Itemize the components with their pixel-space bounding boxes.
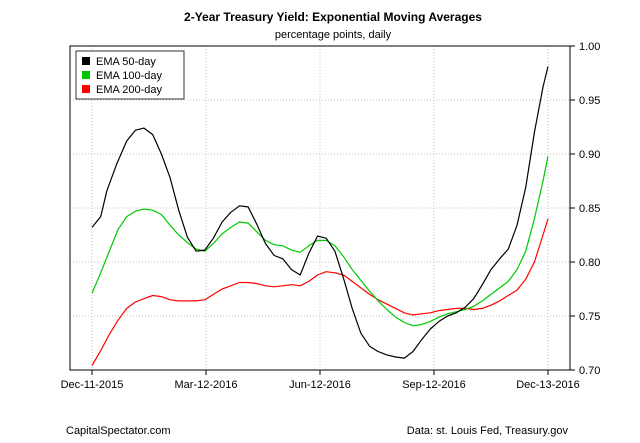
legend-box (75, 50, 185, 100)
y-tick-label: 0.70 (579, 365, 600, 377)
series-line-ema-50-day (91, 66, 549, 359)
legend-swatch-ema100 (82, 71, 90, 79)
footer-source-site: CapitalSpectator.com (66, 425, 171, 437)
x-tick-label: Mar-12-2016 (175, 379, 238, 391)
y-tick-label: 0.90 (579, 149, 600, 161)
legend-label-ema200: EMA 200-day (96, 84, 163, 96)
y-tick-label: 0.85 (579, 203, 600, 215)
series-lines (91, 66, 549, 366)
legend: EMA 50-day EMA 100-day EMA 200-day (75, 50, 185, 100)
legend-label-ema50: EMA 50-day (96, 56, 156, 68)
chart-title: 2-Year Treasury Yield: Exponential Movin… (184, 10, 482, 24)
series-line-ema-100-day (91, 156, 549, 327)
x-tick-label: Sep-12-2016 (402, 379, 466, 391)
footer-data-credit: Data: st. Louis Fed, Treasury.gov (407, 425, 569, 437)
x-axis: Dec-11-2015 Mar-12-2016 Jun-12-2016 Sep-12-… (61, 370, 580, 391)
x-tick-label: Dec-13-2016 (516, 379, 580, 391)
x-tick-label: Dec-11-2015 (61, 379, 124, 391)
legend-swatch-ema50 (82, 57, 90, 65)
y-axis: 0.70 0.75 0.80 0.85 0.90 0.95 1.00 (570, 41, 600, 377)
y-tick-label: 0.95 (579, 95, 600, 107)
chart-subtitle: percentage points, daily (275, 29, 392, 41)
y-tick-label: 0.75 (579, 311, 600, 323)
series-line-ema-200-day (91, 218, 549, 366)
legend-swatch-ema200 (82, 85, 90, 93)
legend-label-ema100: EMA 100-day (96, 70, 163, 82)
y-tick-label: 0.80 (579, 257, 600, 269)
x-tick-label: Jun-12-2016 (289, 379, 351, 391)
y-tick-label: 1.00 (579, 41, 600, 53)
